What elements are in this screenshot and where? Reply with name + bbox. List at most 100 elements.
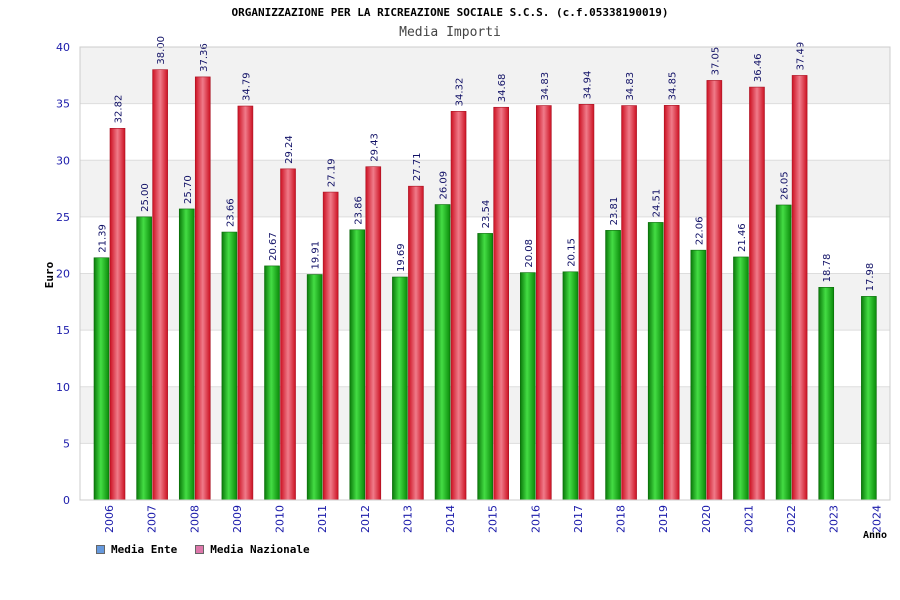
bar-media-nazionale — [663, 105, 680, 501]
y-tick-label: 30 — [56, 154, 70, 167]
bar-media-ente — [136, 216, 152, 501]
data-label: 38.00 — [156, 36, 167, 65]
data-label: 21.46 — [737, 223, 748, 252]
x-tick-label: 2017 — [572, 505, 585, 533]
data-label: 34.32 — [455, 78, 466, 107]
x-tick-label: 2014 — [444, 505, 457, 533]
x-tick-label: 2016 — [529, 505, 542, 533]
legend: Media Ente Media Nazionale — [96, 543, 310, 556]
data-label: 34.68 — [497, 74, 508, 103]
bar-media-ente — [264, 265, 280, 501]
data-label: 36.46 — [753, 53, 764, 82]
data-label: 27.71 — [412, 153, 423, 182]
data-label: 34.85 — [668, 72, 679, 101]
bar-media-nazionale — [706, 80, 723, 501]
x-tick-label: 2024 — [870, 505, 883, 533]
y-tick-label: 25 — [56, 211, 70, 224]
data-label: 23.54 — [481, 200, 492, 229]
y-tick-label: 20 — [56, 268, 70, 281]
data-label: 23.81 — [609, 197, 620, 226]
chart-title: ORGANIZZAZIONE PER LA RICREAZIONE SOCIAL… — [231, 6, 669, 19]
bar-media-ente — [861, 296, 877, 501]
legend-label: Media Ente — [111, 543, 178, 556]
bar-media-ente — [690, 249, 707, 501]
y-tick-label: 10 — [56, 381, 70, 394]
bar-media-ente — [178, 208, 195, 501]
y-tick-label: 0 — [63, 494, 70, 507]
bar-media-nazionale — [152, 69, 168, 501]
x-tick-label: 2020 — [700, 505, 713, 533]
x-tick-label: 2022 — [785, 505, 798, 533]
data-label: 32.82 — [114, 95, 125, 124]
data-label: 26.05 — [780, 171, 791, 200]
x-axis-label: Anno — [863, 530, 887, 541]
data-label: 34.79 — [241, 72, 252, 101]
legend-swatch — [195, 545, 205, 554]
chart-subtitle: Media Importi — [399, 25, 501, 40]
bar-media-ente — [605, 230, 621, 501]
bar-media-ente — [306, 274, 323, 501]
x-tick-label: 2021 — [742, 505, 755, 533]
data-label: 29.43 — [369, 133, 380, 162]
data-label: 23.66 — [225, 198, 236, 227]
plot-frame — [79, 46, 891, 501]
bar-media-nazionale — [450, 111, 467, 501]
x-tick-label: 2023 — [828, 505, 841, 533]
bar-media-nazionale — [536, 105, 552, 501]
bar-media-nazionale — [280, 168, 296, 501]
data-label: 37.36 — [199, 43, 210, 72]
bar-media-nazionale — [322, 191, 339, 501]
bar-media-nazionale — [237, 105, 254, 501]
bar-media-nazionale — [109, 128, 126, 501]
x-tick-label: 2007 — [146, 505, 159, 533]
bar-media-nazionale — [791, 75, 808, 501]
bar-media-ente — [434, 204, 451, 501]
data-label: 19.91 — [311, 241, 322, 270]
bar-media-ente — [221, 231, 238, 501]
data-label: 23.86 — [353, 196, 364, 225]
data-label: 21.39 — [98, 224, 109, 253]
bar-media-nazionale — [749, 86, 765, 501]
x-tick-label: 2013 — [401, 505, 414, 533]
data-label: 34.83 — [540, 72, 551, 101]
bar-media-ente — [818, 287, 835, 501]
bar-media-nazionale — [194, 76, 211, 501]
bar-media-nazionale — [365, 166, 382, 501]
y-axis-label: Euro — [43, 261, 56, 288]
legend-swatch — [96, 545, 105, 554]
bar-media-ente — [520, 272, 536, 501]
x-tick-label: 2019 — [657, 505, 670, 533]
data-label: 22.06 — [694, 217, 705, 246]
bar-media-ente — [349, 229, 366, 501]
x-tick-label: 2018 — [615, 505, 628, 533]
bar-media-ente — [477, 233, 493, 501]
bar-media-ente — [647, 222, 664, 501]
bar-media-ente — [93, 257, 110, 501]
data-label: 25.00 — [140, 183, 151, 212]
bar-media-ente — [392, 276, 408, 501]
data-label: 27.19 — [327, 158, 338, 187]
data-label: 20.08 — [524, 239, 535, 268]
x-tick-label: 2006 — [103, 505, 116, 533]
x-tick-label: 2011 — [316, 505, 329, 533]
data-label: 26.09 — [439, 171, 450, 200]
x-tick-label: 2009 — [231, 505, 244, 533]
bar-media-ente — [562, 271, 579, 501]
y-tick-label: 15 — [56, 324, 70, 337]
data-label: 20.15 — [566, 238, 577, 267]
y-tick-label: 35 — [56, 98, 70, 111]
x-tick-label: 2012 — [359, 505, 372, 533]
legend-item-media-nazionale: Media Nazionale — [195, 543, 310, 556]
x-tick-label: 2015 — [487, 505, 500, 533]
legend-label: Media Nazionale — [210, 543, 310, 556]
bar-media-nazionale — [621, 105, 637, 501]
data-label: 37.49 — [796, 42, 807, 71]
y-tick-label: 5 — [63, 437, 70, 450]
data-label: 24.51 — [652, 189, 663, 218]
data-label: 34.94 — [582, 71, 593, 100]
data-label: 37.05 — [710, 47, 721, 76]
y-tick-label: 40 — [56, 41, 70, 54]
data-label: 19.69 — [396, 243, 407, 272]
bar-media-ente — [775, 204, 792, 501]
